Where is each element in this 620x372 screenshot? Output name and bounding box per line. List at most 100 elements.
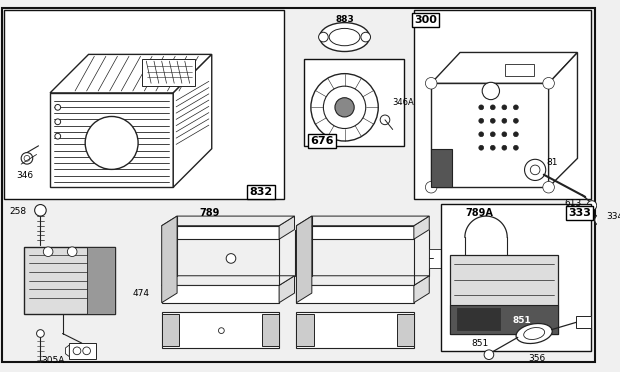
Text: 333: 333 [568,208,591,218]
Bar [4,10,284,199]
Bar [143,59,195,86]
Polygon shape [162,276,294,285]
Polygon shape [296,312,414,348]
Ellipse shape [319,23,370,51]
Circle shape [73,347,81,355]
Circle shape [502,132,507,137]
Polygon shape [451,305,558,334]
Polygon shape [50,54,212,93]
Bar [441,203,591,351]
Text: 356: 356 [528,354,546,363]
Circle shape [37,330,44,337]
Ellipse shape [524,327,544,340]
Polygon shape [296,226,414,239]
Bar [69,343,96,359]
Polygon shape [173,54,212,187]
Text: 851: 851 [512,315,531,324]
Circle shape [311,74,378,141]
Polygon shape [296,276,429,285]
Circle shape [595,214,606,226]
Circle shape [479,105,484,110]
Polygon shape [162,216,294,226]
Circle shape [502,145,507,150]
Circle shape [490,118,495,123]
Circle shape [68,247,77,257]
Circle shape [530,165,540,175]
Circle shape [587,201,596,210]
Text: 305A: 305A [42,356,64,365]
Polygon shape [431,83,549,187]
Text: 789: 789 [200,208,220,218]
Text: 676: 676 [311,136,334,146]
Circle shape [490,105,495,110]
Bar [575,316,591,328]
Ellipse shape [543,182,554,193]
Circle shape [24,155,30,161]
Circle shape [490,132,495,137]
Text: 300: 300 [414,15,437,25]
Text: 613: 613 [564,199,582,208]
Polygon shape [296,216,312,303]
Circle shape [55,133,61,139]
Circle shape [21,153,33,164]
Polygon shape [296,285,414,303]
Circle shape [361,32,371,42]
Ellipse shape [425,182,437,193]
Ellipse shape [543,77,554,89]
Circle shape [55,105,61,110]
Text: 346A: 346A [392,98,414,107]
Text: 851: 851 [472,339,489,347]
Polygon shape [414,276,429,303]
Circle shape [525,159,546,180]
Circle shape [83,347,91,355]
Polygon shape [451,254,558,334]
Text: 258: 258 [10,207,27,216]
Polygon shape [162,285,279,303]
Circle shape [335,98,354,117]
Circle shape [324,86,366,128]
Circle shape [502,105,507,110]
Polygon shape [279,216,294,239]
Bar [429,249,441,268]
Polygon shape [296,216,429,226]
Circle shape [479,118,484,123]
Polygon shape [66,345,69,357]
Circle shape [513,132,518,137]
Bar [414,10,591,199]
Text: 474: 474 [133,289,150,298]
Circle shape [502,118,507,123]
Circle shape [319,32,328,42]
Circle shape [55,119,61,125]
Polygon shape [162,226,279,239]
Text: 81: 81 [547,158,558,167]
Circle shape [218,328,224,334]
Bar [397,314,414,346]
Circle shape [226,254,236,263]
Circle shape [380,115,390,125]
Polygon shape [414,216,429,239]
Text: 883: 883 [335,15,354,24]
Text: 334: 334 [606,212,620,221]
Bar [505,64,534,76]
Ellipse shape [85,116,138,169]
Bar [304,59,404,146]
Text: 832: 832 [249,187,272,197]
Text: 789A: 789A [466,208,494,218]
Polygon shape [162,216,177,303]
Polygon shape [162,312,279,348]
Polygon shape [431,149,453,187]
Circle shape [490,145,495,150]
Circle shape [482,82,500,100]
Polygon shape [549,52,577,187]
Ellipse shape [516,324,552,343]
Ellipse shape [425,77,437,89]
Circle shape [484,350,494,359]
Text: eReplacementParts.com: eReplacementParts.com [209,173,388,188]
Polygon shape [24,247,115,314]
Polygon shape [457,308,500,330]
Circle shape [35,205,46,216]
Circle shape [513,118,518,123]
Text: 346: 346 [17,171,33,180]
Bar [162,314,179,346]
Text: eReplacementParts.com: eReplacementParts.com [205,176,392,191]
